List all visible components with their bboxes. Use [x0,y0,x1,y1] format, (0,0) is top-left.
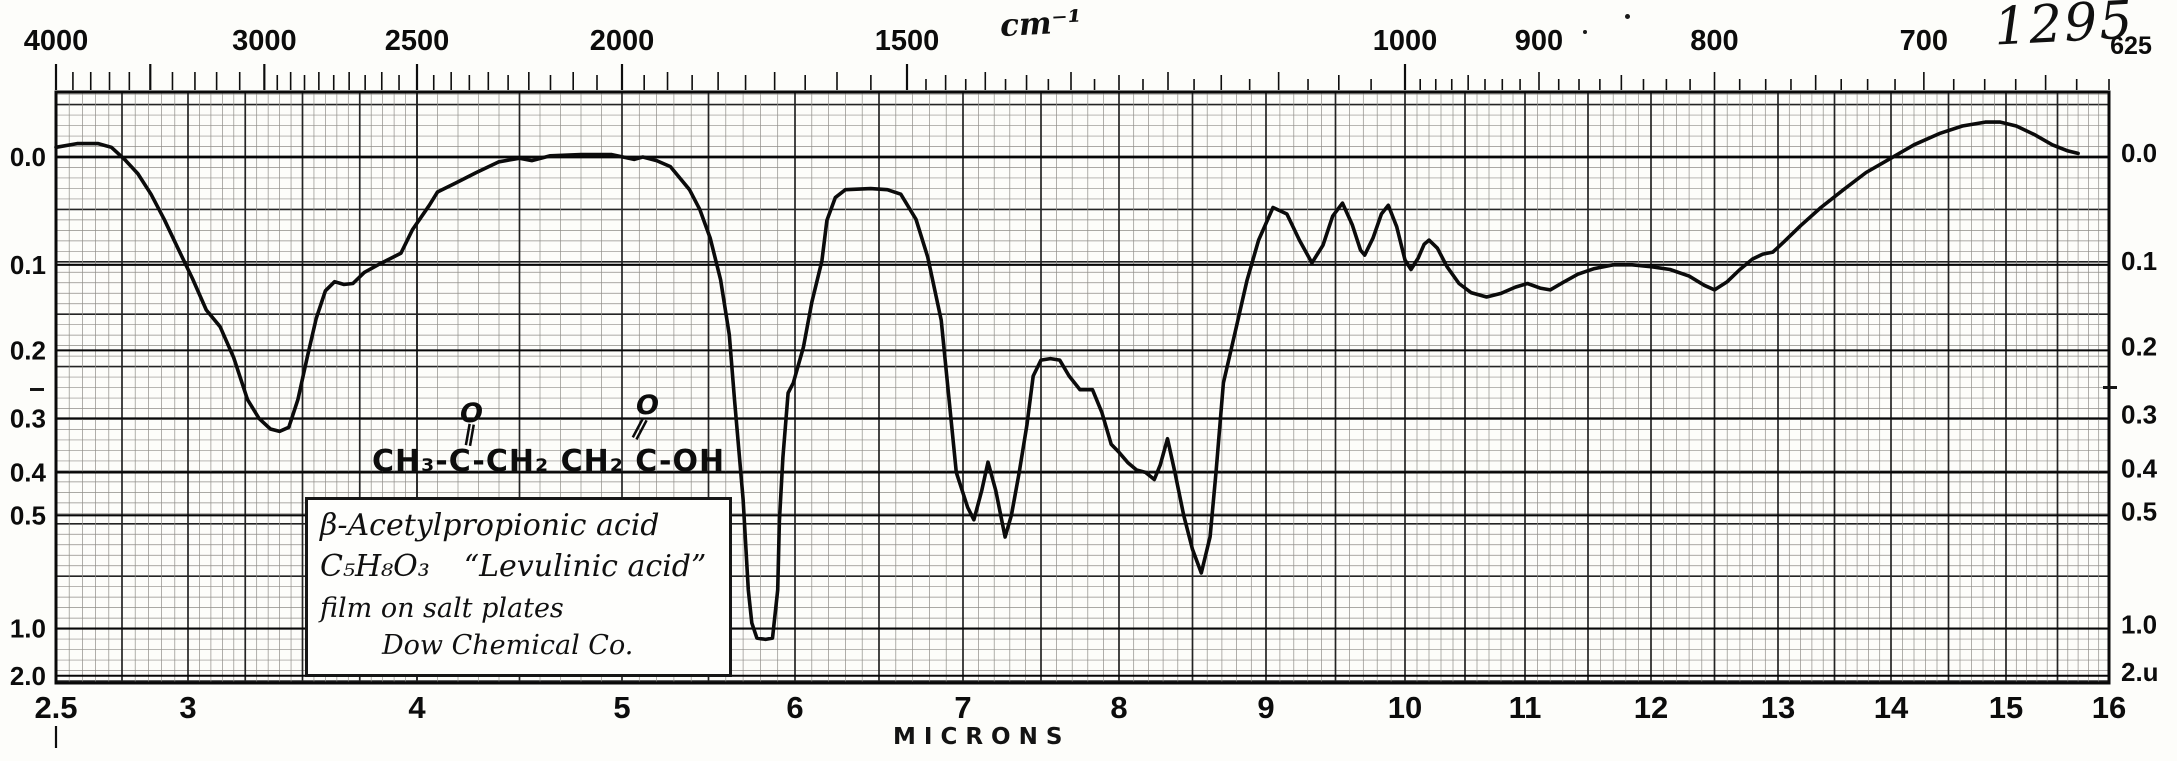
absorbance-label-right: 0.2 [2121,331,2157,361]
micron-tick-label: 8 [1110,690,1127,725]
micron-tick-label: 3 [179,690,196,725]
absorbance-label-left: 0.1 [10,250,46,280]
wavenumber-tick-label: 2500 [385,25,450,57]
wavenumber-tick-label: 700 [1900,25,1948,57]
stray-mark [1583,30,1587,34]
absorbance-label-right: 0.0 [2121,138,2157,168]
microns-axis-label: MICRONS [893,724,1071,750]
chemical-structure: O ∥ O ∥ CH₃-C-CH₂ CH₂ C-OH [372,390,752,484]
formula-and-synonym: C₅H₈O₃ “Levulinic acid” [320,546,719,588]
sample-annotation-box: β-Acetylpropionic acid C₅H₈O₃ “Levulinic … [305,497,732,677]
absorbance-label-right: 2.u [2121,657,2159,687]
margin-dash-left [30,388,44,391]
vertical-gridlines [55,92,2110,683]
spectrum-curve [54,120,2080,642]
wavenumber-tick-label: 3000 [232,25,297,57]
catalog-number: 1295 [1992,0,2136,58]
compound-synonym: “Levulinic acid” [463,549,707,584]
micron-tick-label: 10 [1388,690,1422,725]
micron-tick-label: 5 [613,690,630,725]
molecular-formula: C₅H₈O₃ [320,549,430,584]
absorbance-label-left: 2.0 [10,661,46,691]
structure-double-bond-2: ∥ [628,414,651,443]
sample-preparation: film on salt plates [320,593,564,624]
absorbance-label-left: 1.0 [10,614,46,644]
structure-oxygen-2: O [636,390,659,421]
micron-tick-label: 13 [1761,690,1795,725]
absorbance-labels: 0.0 0.0 0.1 0.1 0.2 0.2 0.3 0.3 0.4 0.4 0.5 0.5 1.0 1… [10,138,2159,691]
micron-labels: 2.5 3 4 5 6 7 8 9 10 11 12 13 14 15 16 [34,690,2126,748]
absorbance-label-right: 0.5 [2121,496,2157,526]
wavenumber-tick-label: 4000 [24,25,89,57]
absorbance-label-right: 0.3 [2121,399,2157,429]
micron-tick-label: 12 [1634,690,1668,725]
horizontal-gridlines [56,93,2109,682]
wavenumber-tick-label: 800 [1690,25,1738,57]
structure-oxygen-1: O [460,398,483,429]
absorbance-label-left: 0.2 [10,335,46,365]
micron-tick-label: 6 [786,690,803,725]
absorbance-label-left: 0.0 [10,142,46,172]
absorbance-label-left: 0.5 [10,500,46,530]
stray-mark [1625,14,1630,19]
structure-formula-line: CH₃-C-CH₂ CH₂ C-OH [372,444,726,479]
absorbance-label-right: 1.0 [2121,610,2157,640]
micron-tick-label: 7 [954,690,971,725]
micron-tick-label: 16 [2092,690,2126,725]
wavenumber-axis-label: cm⁻¹ [999,3,1083,45]
sample-source: Dow Chemical Co. [382,630,634,661]
wavenumber-ticks [54,64,2110,90]
absorbance-label-right: 0.1 [2121,246,2157,276]
micron-tick-label: 14 [1874,690,1909,725]
micron-tick-label: 11 [1509,690,1542,725]
wavenumber-labels: 4000 3000 2500 2000 1500 1000 900 800 700 625 [24,25,2152,60]
micron-tick-label: 2.5 [34,690,77,725]
wavenumber-tick-label: 1500 [875,25,940,57]
absorbance-label-right: 0.4 [2121,453,2158,483]
wavenumber-tick-label: 625 [2110,32,2152,60]
compound-name: β-Acetylpropionic acid [320,508,660,543]
wavenumber-tick-label: 2000 [590,25,655,57]
absorbance-label-left: 0.4 [10,457,47,487]
micron-tick-label: 9 [1257,690,1274,725]
wavenumber-tick-label: 900 [1515,25,1563,57]
wavenumber-tick-label: 1000 [1373,25,1438,57]
absorbance-label-left: 0.3 [10,403,46,433]
micron-tick-label: 15 [1989,690,2023,725]
micron-tick-label: 4 [408,690,426,725]
margin-dash-right [2103,386,2117,389]
